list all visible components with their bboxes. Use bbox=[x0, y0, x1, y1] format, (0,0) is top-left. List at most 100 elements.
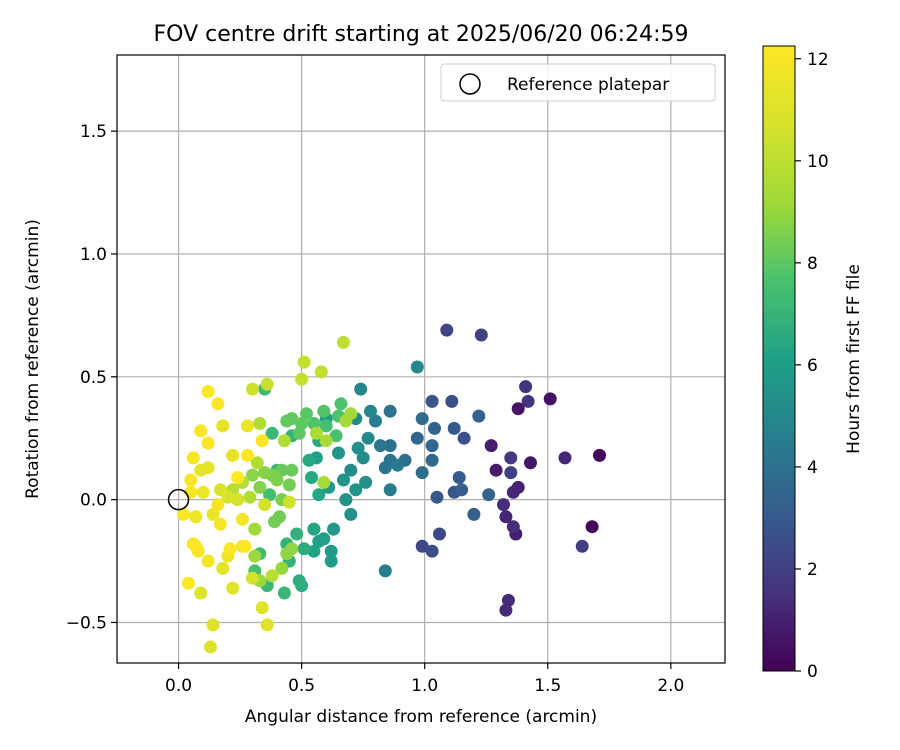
data-point bbox=[329, 429, 343, 443]
data-point bbox=[253, 417, 267, 430]
data-point bbox=[238, 539, 252, 553]
x-tick-label: 0.5 bbox=[288, 676, 315, 696]
data-point bbox=[201, 385, 215, 398]
data-point bbox=[245, 468, 259, 482]
data-point bbox=[317, 475, 331, 489]
data-point bbox=[337, 335, 350, 349]
data-point bbox=[314, 365, 328, 379]
data-point bbox=[231, 493, 245, 507]
data-point bbox=[250, 456, 264, 470]
data-point bbox=[378, 564, 392, 578]
data-point bbox=[275, 463, 289, 477]
chart-title: FOV centre drift starting at 2025/06/20 … bbox=[154, 22, 689, 47]
data-point bbox=[245, 382, 259, 396]
data-point bbox=[177, 507, 190, 521]
data-point bbox=[415, 466, 429, 480]
data-point bbox=[268, 515, 281, 529]
data-point bbox=[344, 507, 358, 521]
data-point bbox=[241, 448, 254, 462]
data-point bbox=[309, 426, 323, 440]
data-point bbox=[186, 451, 200, 465]
colorbar-tick-label: 10 bbox=[807, 152, 829, 172]
data-point bbox=[307, 544, 321, 558]
colorbar: 0 2 4 6 8 10 12 Hours from first FF file bbox=[762, 45, 864, 682]
colorbar-tick-label: 8 bbox=[807, 254, 818, 274]
x-tick-label: 1.0 bbox=[411, 676, 438, 696]
data-point bbox=[201, 436, 215, 450]
data-point bbox=[499, 510, 513, 524]
data-point bbox=[327, 522, 341, 536]
data-point bbox=[297, 542, 311, 556]
data-point bbox=[196, 485, 210, 499]
data-point bbox=[506, 485, 520, 499]
data-point bbox=[519, 380, 533, 394]
colorbar-tick-label: 4 bbox=[807, 458, 818, 478]
data-point bbox=[297, 355, 311, 369]
data-point bbox=[359, 475, 373, 489]
data-point bbox=[317, 404, 331, 418]
y-axis-ticks: −0.5 0.0 0.5 1.0 1.5 bbox=[66, 122, 117, 633]
data-point bbox=[415, 412, 429, 426]
data-point bbox=[290, 527, 304, 541]
data-point bbox=[295, 372, 309, 386]
data-point bbox=[489, 463, 503, 477]
data-point bbox=[339, 414, 353, 428]
data-point bbox=[349, 483, 363, 497]
y-tick-label: 0.0 bbox=[80, 491, 107, 511]
data-point bbox=[189, 539, 203, 553]
data-point bbox=[332, 446, 345, 460]
colorbar-tick-label: 0 bbox=[807, 662, 818, 682]
data-point bbox=[391, 458, 405, 472]
data-point bbox=[339, 493, 353, 507]
data-point bbox=[189, 510, 203, 524]
data-point bbox=[292, 426, 306, 440]
data-point bbox=[337, 473, 350, 487]
data-point bbox=[226, 581, 240, 595]
data-point bbox=[275, 561, 289, 575]
data-point bbox=[383, 439, 397, 453]
data-point bbox=[277, 586, 291, 600]
data-point bbox=[245, 571, 259, 585]
data-point bbox=[263, 488, 277, 502]
legend: Reference platepar bbox=[440, 63, 716, 102]
data-point bbox=[499, 603, 513, 617]
reference-point bbox=[167, 488, 190, 511]
data-point bbox=[558, 451, 572, 465]
data-point bbox=[213, 517, 227, 531]
y-tick-label: 1.0 bbox=[80, 245, 107, 265]
data-point bbox=[575, 539, 589, 553]
data-point bbox=[295, 579, 309, 593]
data-point bbox=[258, 498, 272, 512]
data-point bbox=[255, 434, 269, 448]
colorbar-gradient bbox=[762, 45, 796, 672]
data-point bbox=[201, 554, 215, 568]
data-point bbox=[452, 471, 466, 484]
data-point bbox=[410, 431, 424, 445]
data-point bbox=[258, 466, 272, 480]
data-point bbox=[373, 439, 387, 453]
y-tick-label: 0.5 bbox=[80, 368, 107, 388]
data-point bbox=[194, 586, 208, 600]
data-point bbox=[277, 434, 291, 448]
data-point bbox=[248, 549, 262, 563]
data-point bbox=[307, 522, 321, 536]
data-point bbox=[206, 507, 220, 521]
data-point bbox=[181, 576, 195, 590]
data-point bbox=[356, 451, 370, 465]
data-point bbox=[260, 618, 274, 632]
data-point bbox=[216, 419, 230, 433]
data-point bbox=[285, 463, 299, 477]
data-point bbox=[504, 451, 518, 465]
data-point bbox=[445, 394, 459, 408]
plot-frame bbox=[116, 54, 726, 664]
data-point bbox=[524, 456, 537, 470]
data-point bbox=[241, 419, 254, 433]
y-tick-label: −0.5 bbox=[66, 613, 107, 633]
y-axis-label: Rotation from reference (arcmin) bbox=[23, 219, 43, 499]
colorbar-tick-label: 6 bbox=[807, 356, 818, 376]
data-point bbox=[305, 471, 318, 484]
x-tick-label: 2.0 bbox=[657, 676, 684, 696]
data-point bbox=[501, 593, 515, 607]
data-point bbox=[354, 382, 368, 396]
data-point bbox=[410, 360, 424, 374]
